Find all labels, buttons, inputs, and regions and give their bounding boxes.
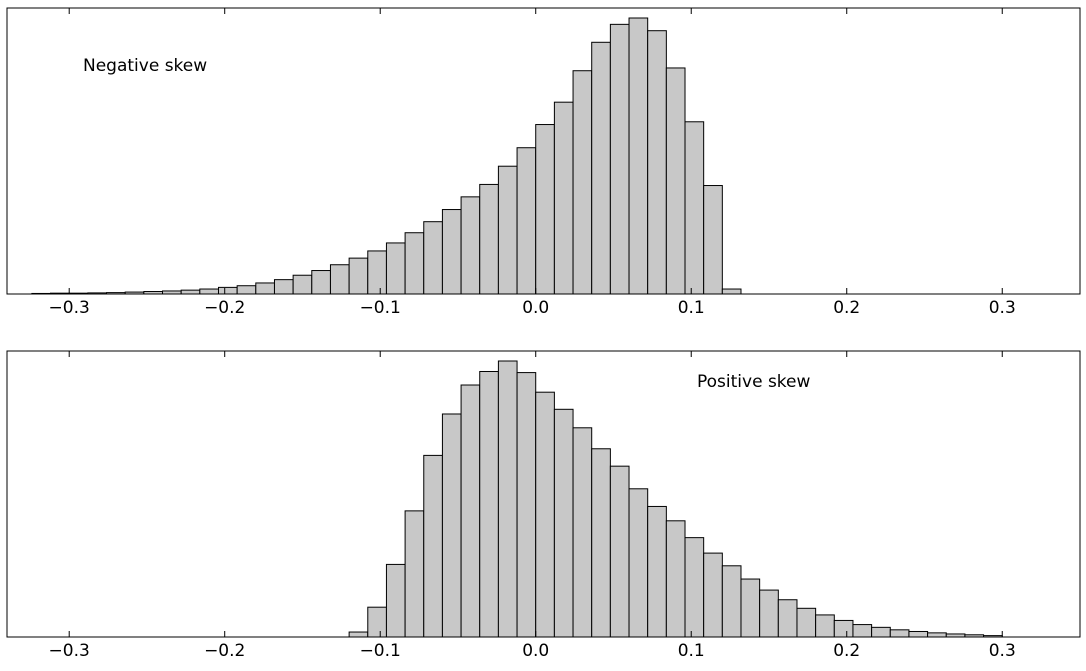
- histogram-bar: [516, 147, 537, 295]
- histogram-bar: [497, 360, 518, 638]
- histogram-bar: [292, 274, 313, 295]
- histogram-bar: [479, 370, 499, 638]
- x-tick-label: 0.1: [678, 298, 705, 318]
- histogram-bar: [572, 427, 593, 638]
- histogram-bar: [665, 67, 686, 295]
- negative-skew-panel: −0.3 −0.2 −0.1 0.0 0.1 0.2 0.3 Negative skew: [6, 7, 1081, 318]
- x-tick-label: 0.0: [522, 641, 549, 661]
- skew-annotation: Positive skew: [697, 372, 810, 392]
- histogram-bar: [740, 578, 761, 638]
- histogram-bar: [684, 537, 705, 638]
- x-tick-label: 0.3: [989, 298, 1016, 318]
- x-tick-label: 0.1: [678, 641, 705, 661]
- histogram-bar: [385, 242, 406, 295]
- histogram-bar: [535, 391, 555, 638]
- histogram-bar: [479, 183, 499, 295]
- histogram-bar: [908, 630, 929, 638]
- histogram-bar: [871, 626, 891, 638]
- histogram-bar: [852, 624, 873, 638]
- x-tick-label: −0.1: [360, 641, 401, 661]
- histogram-bar: [815, 614, 835, 638]
- histogram-bar: [684, 121, 705, 295]
- histogram-bar: [591, 448, 611, 638]
- histogram-bar: [441, 209, 462, 295]
- x-tick-label: 0.2: [833, 641, 860, 661]
- histogram-bar: [703, 185, 723, 295]
- histogram-bar: [199, 288, 219, 295]
- histogram-bar: [647, 30, 667, 295]
- histogram-bar: [553, 408, 574, 638]
- histogram-bar: [460, 384, 481, 638]
- histogram-bar: [367, 250, 387, 295]
- histogram-bar: [423, 454, 443, 638]
- histogram-bar: [777, 599, 798, 638]
- histogram-bar: [628, 488, 649, 638]
- positive-skew-panel: −0.3 −0.2 −0.1 0.0 0.1 0.2 0.3 Positive skew: [6, 350, 1081, 661]
- x-tick-label: −0.1: [360, 298, 401, 318]
- x-tick-label: −0.3: [49, 298, 90, 318]
- histogram-bar: [591, 41, 611, 295]
- histogram-bar: [273, 279, 294, 295]
- histogram-bar: [460, 196, 481, 295]
- histogram-bar: [180, 289, 201, 295]
- histogram-bar: [217, 286, 238, 295]
- histogram-bar: [721, 288, 742, 295]
- histogram-bar: [609, 465, 630, 638]
- axes-frame: [6, 350, 1081, 638]
- histogram-bar: [759, 589, 779, 638]
- histogram-bar: [516, 372, 537, 638]
- histogram-bar: [535, 124, 555, 295]
- histogram-bar: [385, 563, 406, 638]
- histogram-bar: [423, 221, 443, 295]
- histogram-bar: [572, 70, 593, 295]
- histogram-bar: [889, 629, 910, 638]
- histogram-bar: [553, 101, 574, 295]
- histogram-bar: [348, 631, 369, 638]
- histogram-bar: [404, 232, 425, 295]
- histogram-bar: [796, 607, 817, 638]
- x-tick-label: −0.3: [49, 641, 90, 661]
- histogram-bar: [348, 257, 369, 295]
- skew-annotation: Negative skew: [83, 56, 207, 76]
- histogram-bar: [833, 619, 854, 638]
- histogram-bar: [236, 285, 257, 295]
- histogram-bar: [441, 413, 462, 638]
- x-tick-label: 0.3: [989, 641, 1016, 661]
- histogram-bar: [628, 17, 649, 295]
- x-tick-label: 0.2: [833, 298, 860, 318]
- histogram-bar: [647, 505, 667, 638]
- histogram-bar: [721, 565, 742, 638]
- histogram-bar: [703, 552, 723, 638]
- x-tick-label: −0.2: [204, 298, 245, 318]
- x-tick-label: −0.2: [204, 641, 245, 661]
- histogram-bar: [329, 264, 350, 295]
- histogram-bar: [665, 520, 686, 638]
- histogram-bar: [367, 606, 387, 638]
- histogram-bar: [255, 282, 275, 295]
- histogram-bar: [497, 165, 518, 295]
- histogram-bar: [609, 23, 630, 295]
- histogram-bar: [311, 270, 331, 295]
- axes-frame: [6, 7, 1081, 295]
- histogram-bar: [404, 510, 425, 638]
- x-tick-label: 0.0: [522, 298, 549, 318]
- histogram-bar: [927, 632, 947, 638]
